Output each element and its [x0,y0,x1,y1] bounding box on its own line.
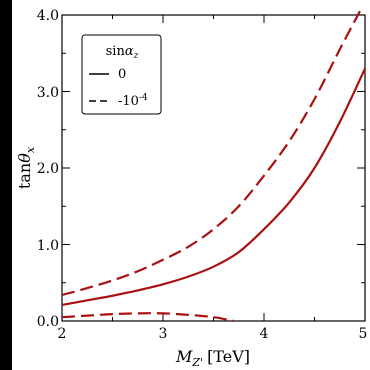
legend-title: sinαz [106,44,139,61]
y-tick-label: 3.0 [37,85,59,101]
y-axis-label: tanθx [15,146,37,189]
legend: sinαz 0 -10-4 [81,34,162,115]
x-tick-label: 4 [260,326,269,342]
series-curves [61,10,366,323]
series-line-1 [61,68,366,307]
legend-entry: 0 [118,67,126,82]
x-tick-label: 5 [359,326,368,342]
x-tick-label: 2 [58,326,67,342]
legend-entry: -10-4 [118,93,148,109]
y-tick-label: 1.0 [37,238,59,254]
y-tick-label: 0.0 [37,314,59,330]
series-line-3 [61,312,234,323]
y-tick-label: 4.0 [37,8,59,24]
x-axis-label: MZ' [TeV] [175,347,250,369]
x-tick-label: 3 [159,326,168,342]
ticks [61,14,366,322]
legend-box [81,34,162,115]
y-tick-label: 2.0 [37,161,59,177]
series-line-2 [61,10,361,297]
